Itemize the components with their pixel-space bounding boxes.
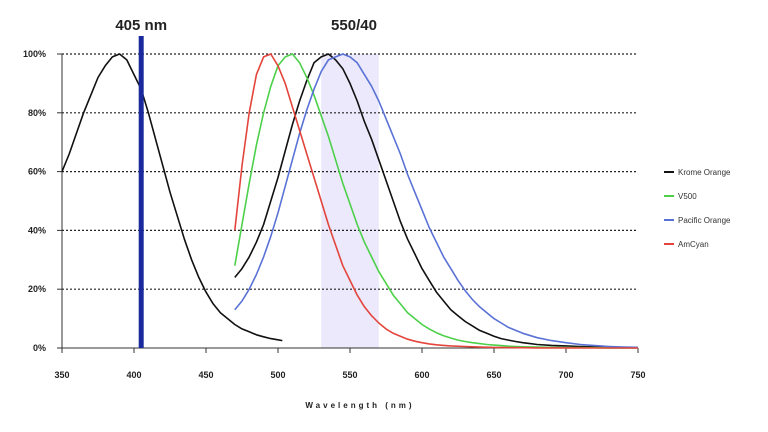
y-tick-label: 0% — [33, 343, 46, 353]
legend-label: Pacific Orange — [678, 216, 731, 225]
x-tick-label: 550 — [342, 370, 357, 380]
x-tick-label: 400 — [126, 370, 141, 380]
series-line — [234, 53, 639, 349]
y-tick-label: 40% — [28, 225, 46, 235]
series-line — [140, 89, 283, 342]
y-tick-label: 100% — [23, 49, 46, 59]
series-line — [234, 53, 639, 349]
legend-label: Krome Orange — [678, 168, 731, 177]
x-tick-label: 700 — [558, 370, 573, 380]
x-tick-label: 600 — [414, 370, 429, 380]
filter-band — [321, 54, 379, 348]
laser-label: 405 nm — [115, 17, 167, 34]
filter-label: 550/40 — [331, 17, 377, 34]
x-tick-label: 500 — [270, 370, 285, 380]
series-line — [234, 53, 639, 349]
x-tick-label: 450 — [198, 370, 213, 380]
series-amcyan — [234, 53, 638, 349]
x-tick-label: 350 — [54, 370, 69, 380]
x-axis-label: Wavelength (nm) — [305, 401, 414, 410]
legend-label: V500 — [678, 192, 697, 201]
x-tick-label: 650 — [486, 370, 501, 380]
series-line — [61, 53, 142, 172]
legend-label: AmCyan — [678, 240, 709, 249]
series-line — [234, 53, 638, 349]
y-tick-label: 20% — [28, 284, 46, 294]
series-pacific-orange — [234, 53, 639, 349]
y-tick-label: 60% — [28, 167, 46, 177]
y-tick-label: 80% — [28, 108, 46, 118]
x-tick-label: 750 — [630, 370, 645, 380]
series-v500 — [234, 53, 639, 349]
series-krome-orange — [61, 53, 639, 349]
